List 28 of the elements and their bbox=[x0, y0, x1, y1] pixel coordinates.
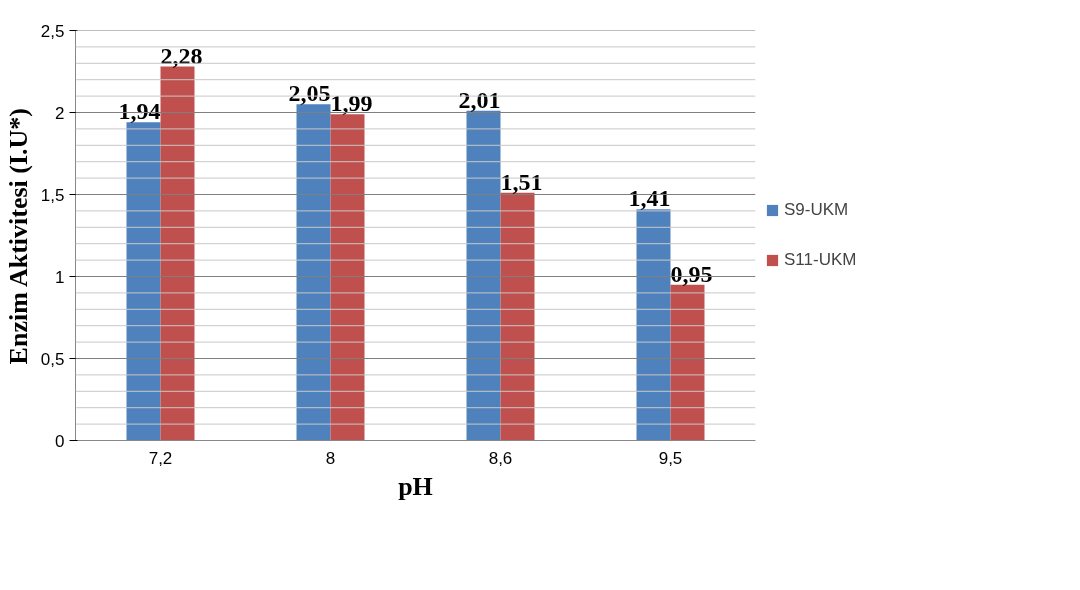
bar bbox=[160, 66, 195, 441]
y-tick-label: 2,5 bbox=[40, 21, 65, 41]
y-tick-label: 0,5 bbox=[40, 349, 65, 369]
bar bbox=[466, 110, 501, 441]
bar bbox=[296, 104, 331, 441]
data-label: 1,99 bbox=[330, 90, 373, 117]
x-tick-label: 8,6 bbox=[488, 448, 513, 468]
y-tick-label: 1,5 bbox=[40, 185, 65, 205]
y-tick-label: 1 bbox=[55, 267, 65, 287]
x-tick-label: 8 bbox=[325, 448, 336, 468]
x-axis-title: pH bbox=[398, 471, 433, 501]
bar bbox=[636, 209, 671, 441]
y-tick-label: 2 bbox=[55, 103, 65, 123]
bar bbox=[330, 114, 365, 441]
legend-label: S11-UKM bbox=[784, 250, 857, 270]
data-label: 2,01 bbox=[458, 86, 501, 113]
bar bbox=[126, 122, 161, 441]
y-tick-label: 0 bbox=[55, 431, 65, 451]
y-axis-title: Enzim Aktivitesi (I.U*) bbox=[3, 108, 33, 365]
x-tick-label: 7,2 bbox=[148, 448, 173, 468]
data-label: 1,51 bbox=[500, 168, 543, 195]
data-label: 0,95 bbox=[670, 260, 713, 287]
data-label: 2,28 bbox=[160, 42, 203, 69]
data-label: 2,05 bbox=[288, 80, 331, 107]
x-tick-label: 9,5 bbox=[658, 448, 683, 468]
legend-label: S9-UKM bbox=[784, 200, 849, 220]
bar bbox=[500, 192, 535, 441]
bar bbox=[670, 284, 705, 441]
